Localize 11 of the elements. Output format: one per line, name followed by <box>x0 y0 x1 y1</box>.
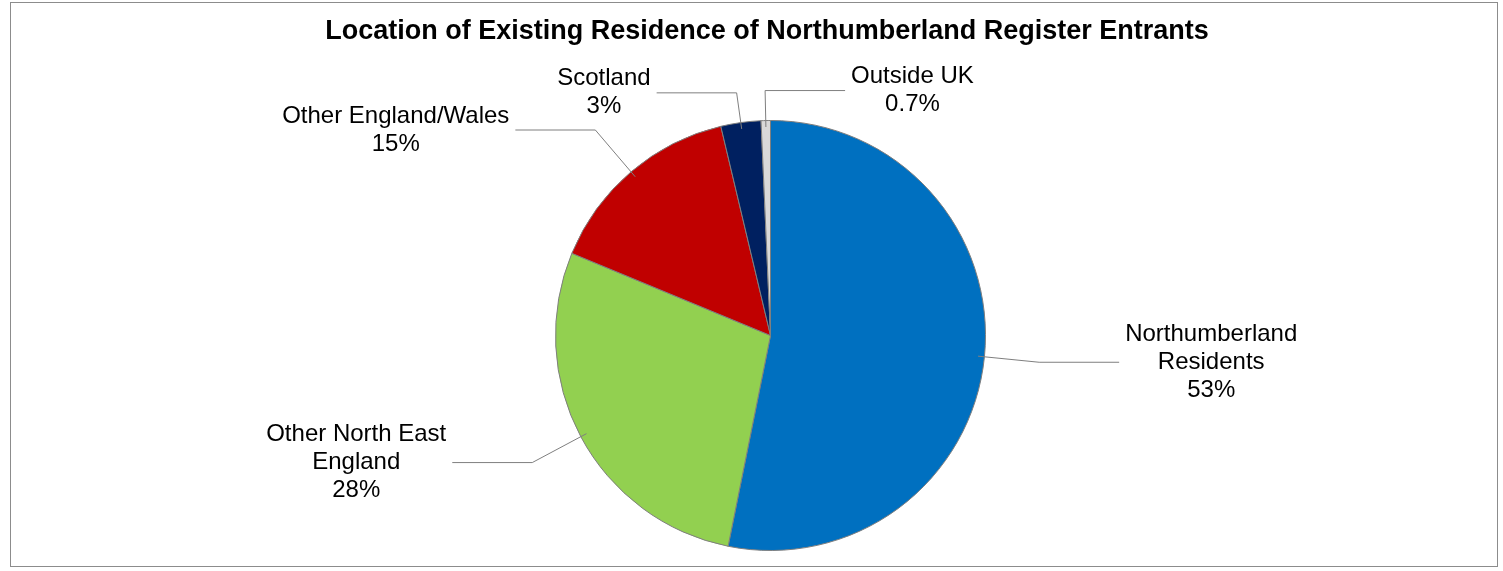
data-label: 0.7% <box>885 89 940 117</box>
slice-label: Scotland <box>557 63 651 91</box>
data-label: 28% <box>332 475 381 503</box>
data-label: 53% <box>1187 374 1236 402</box>
chart-title: Location of Existing Residence of Northumberland Register Entrants <box>325 15 1209 46</box>
data-label: 3% <box>586 91 622 119</box>
slice-label: Other England/Wales <box>282 100 510 128</box>
slice-label: Outside UK <box>851 61 974 89</box>
slice-label: Other North East England <box>266 419 447 475</box>
slice-label: Northumberland Residents <box>1125 318 1298 374</box>
data-label: 15% <box>371 128 420 156</box>
